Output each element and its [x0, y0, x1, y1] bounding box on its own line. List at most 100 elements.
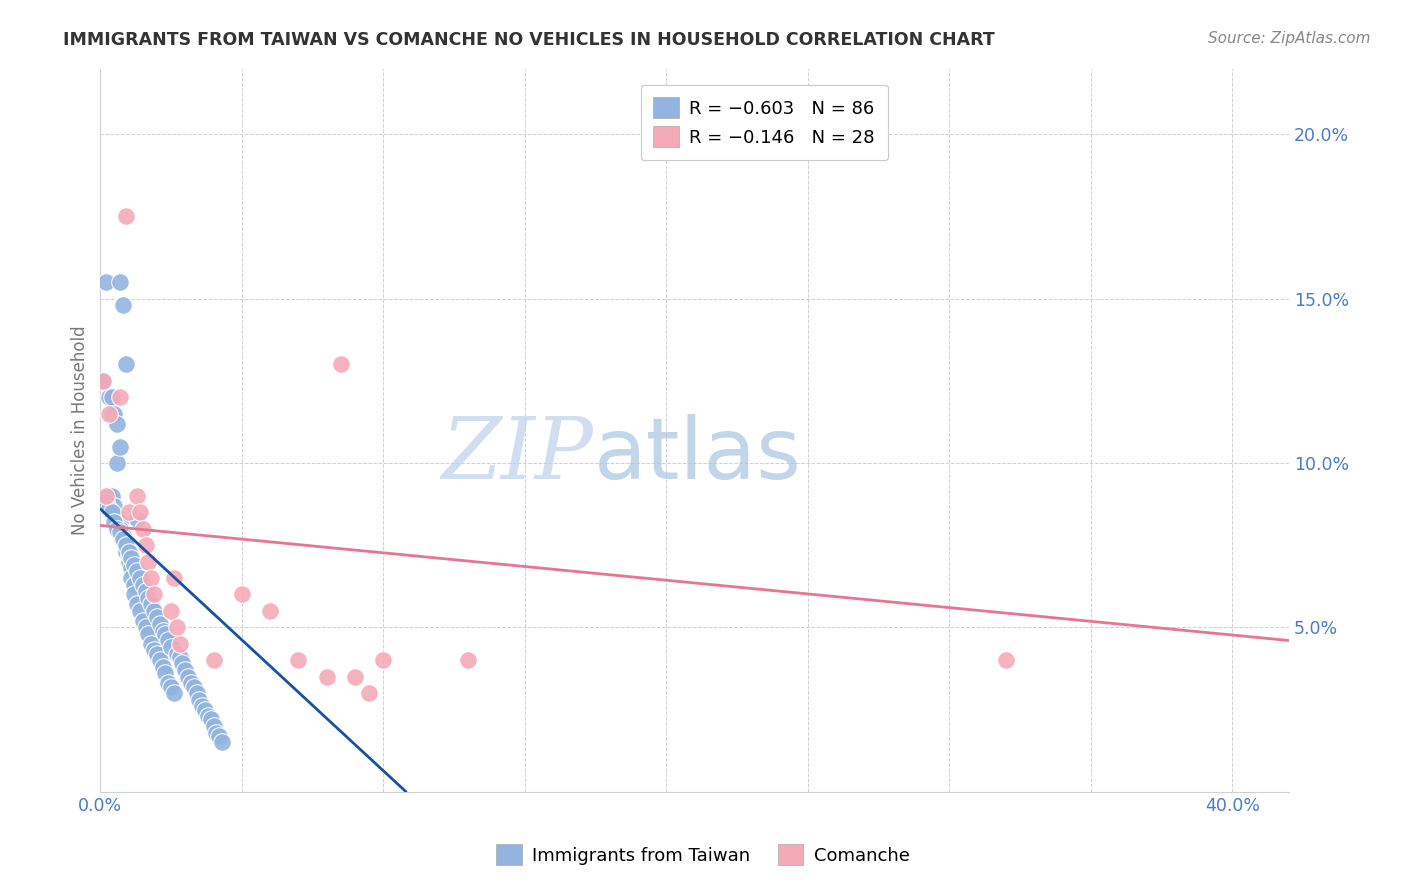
- Point: [121, 571, 143, 585]
- Legend: Immigrants from Taiwan, Comanche: Immigrants from Taiwan, Comanche: [488, 835, 918, 874]
- Point: [132, 614, 155, 628]
- Point: [97, 407, 120, 421]
- Point: [163, 686, 186, 700]
- Point: [105, 522, 128, 536]
- Point: [108, 522, 131, 536]
- Point: [108, 440, 131, 454]
- Point: [155, 627, 177, 641]
- Point: [141, 637, 163, 651]
- Point: [163, 571, 186, 585]
- Point: [129, 571, 152, 585]
- Point: [129, 505, 152, 519]
- Point: [105, 522, 128, 536]
- Point: [132, 577, 155, 591]
- Point: [127, 597, 149, 611]
- Point: [114, 357, 136, 371]
- Point: [105, 515, 128, 529]
- Point: [129, 604, 152, 618]
- Point: [169, 637, 191, 651]
- Point: [177, 670, 200, 684]
- Point: [111, 532, 134, 546]
- Point: [259, 604, 281, 618]
- Point: [97, 489, 120, 503]
- Point: [202, 653, 225, 667]
- Point: [457, 653, 479, 667]
- Point: [111, 532, 134, 546]
- Point: [114, 538, 136, 552]
- Point: [202, 719, 225, 733]
- Point: [186, 686, 208, 700]
- Point: [111, 528, 134, 542]
- Point: [373, 653, 395, 667]
- Point: [166, 620, 188, 634]
- Text: ZIP: ZIP: [441, 414, 593, 497]
- Text: IMMIGRANTS FROM TAIWAN VS COMANCHE NO VEHICLES IN HOUSEHOLD CORRELATION CHART: IMMIGRANTS FROM TAIWAN VS COMANCHE NO VE…: [63, 31, 995, 49]
- Point: [100, 407, 122, 421]
- Point: [208, 729, 231, 743]
- Point: [127, 512, 149, 526]
- Point: [160, 604, 183, 618]
- Point: [117, 505, 139, 519]
- Point: [91, 374, 114, 388]
- Point: [344, 670, 367, 684]
- Point: [149, 653, 172, 667]
- Point: [100, 505, 122, 519]
- Point: [105, 456, 128, 470]
- Point: [143, 643, 166, 657]
- Point: [108, 275, 131, 289]
- Point: [205, 725, 228, 739]
- Point: [135, 620, 157, 634]
- Point: [124, 587, 146, 601]
- Point: [135, 584, 157, 599]
- Point: [94, 495, 117, 509]
- Point: [127, 565, 149, 579]
- Point: [94, 489, 117, 503]
- Point: [114, 538, 136, 552]
- Point: [149, 617, 172, 632]
- Point: [105, 417, 128, 431]
- Point: [141, 597, 163, 611]
- Point: [188, 692, 211, 706]
- Point: [183, 680, 205, 694]
- Point: [124, 577, 146, 591]
- Point: [315, 670, 337, 684]
- Point: [211, 735, 233, 749]
- Point: [231, 587, 253, 601]
- Point: [155, 666, 177, 681]
- Point: [191, 699, 214, 714]
- Point: [100, 489, 122, 503]
- Point: [138, 591, 160, 605]
- Point: [138, 627, 160, 641]
- Point: [121, 561, 143, 575]
- Point: [117, 555, 139, 569]
- Text: atlas: atlas: [593, 414, 801, 497]
- Point: [103, 499, 125, 513]
- Point: [172, 657, 194, 671]
- Point: [157, 676, 180, 690]
- Point: [91, 374, 114, 388]
- Point: [108, 390, 131, 404]
- Point: [359, 686, 381, 700]
- Point: [146, 610, 169, 624]
- Point: [103, 407, 125, 421]
- Point: [132, 522, 155, 536]
- Point: [108, 515, 131, 529]
- Point: [143, 587, 166, 601]
- Point: [194, 702, 217, 716]
- Point: [166, 647, 188, 661]
- Point: [160, 680, 183, 694]
- Text: Source: ZipAtlas.com: Source: ZipAtlas.com: [1208, 31, 1371, 46]
- Point: [174, 663, 197, 677]
- Point: [117, 545, 139, 559]
- Legend: R = −0.603   N = 86, R = −0.146   N = 28: R = −0.603 N = 86, R = −0.146 N = 28: [641, 85, 887, 160]
- Point: [143, 604, 166, 618]
- Point: [94, 275, 117, 289]
- Point: [100, 390, 122, 404]
- Point: [169, 649, 191, 664]
- Point: [103, 515, 125, 529]
- Point: [994, 653, 1017, 667]
- Point: [114, 545, 136, 559]
- Point: [127, 489, 149, 503]
- Point: [111, 298, 134, 312]
- Point: [152, 624, 174, 638]
